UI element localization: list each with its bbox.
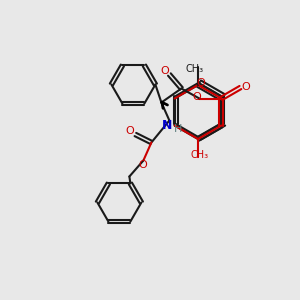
Text: H: H: [174, 124, 183, 134]
Text: O: O: [160, 67, 169, 76]
Text: O: O: [241, 82, 250, 92]
Text: O: O: [125, 125, 134, 136]
Text: CH₃: CH₃: [191, 150, 209, 160]
Text: CH₃: CH₃: [186, 64, 204, 74]
Text: O: O: [196, 78, 206, 88]
Text: O: O: [138, 160, 147, 170]
Text: N: N: [162, 119, 172, 132]
Text: O: O: [192, 92, 201, 103]
